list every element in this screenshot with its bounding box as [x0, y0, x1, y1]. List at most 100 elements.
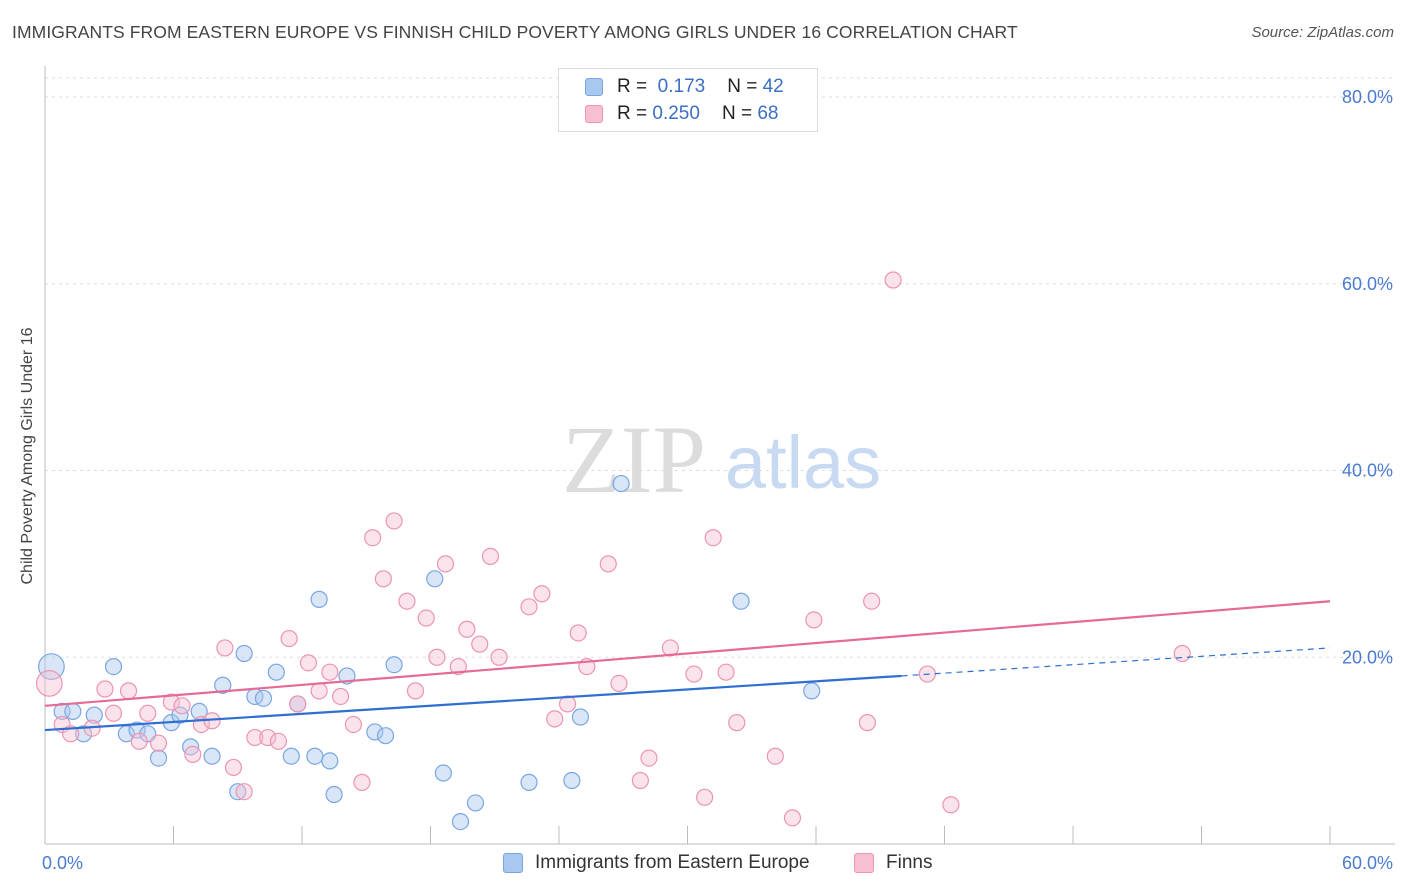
point-finns	[1173, 644, 1191, 663]
trend-line-eastern-europe	[44, 674, 902, 732]
point-finns	[398, 592, 416, 610]
point-finns	[104, 704, 123, 722]
grid-lines	[45, 77, 1395, 658]
point-eastern-europe	[74, 725, 93, 743]
legend-label: Immigrants from Eastern Europe	[535, 852, 810, 873]
point-eastern-europe	[310, 590, 328, 608]
point-finns	[696, 788, 714, 806]
legend-item-eastern-europe: Immigrants from Eastern Europe	[503, 852, 810, 874]
point-eastern-europe	[434, 764, 452, 782]
point-eastern-europe	[376, 727, 395, 745]
point-finns	[490, 648, 508, 666]
point-finns	[428, 648, 446, 666]
trend-line-eastern-europe-extension	[901, 647, 1331, 677]
point-finns	[364, 529, 382, 547]
point-eastern-europe	[203, 747, 221, 765]
point-finns	[717, 663, 735, 681]
point-eastern-europe	[563, 771, 581, 790]
point-finns	[599, 555, 617, 573]
point-finns	[216, 639, 234, 657]
point-finns	[766, 747, 784, 765]
legend-n-label: N =	[727, 76, 758, 97]
point-eastern-europe	[426, 570, 444, 588]
point-finns	[884, 271, 902, 289]
point-finns	[406, 682, 425, 700]
point-finns	[546, 710, 564, 728]
series-legend: Immigrants from Eastern Europe Finns	[0, 852, 1406, 878]
legend-r-value: 0.173	[657, 76, 706, 97]
legend-n-value: 42	[762, 76, 784, 97]
point-eastern-europe	[282, 747, 300, 765]
legend-item-finns: Finns	[854, 852, 932, 874]
point-eastern-europe	[321, 752, 339, 770]
point-finns	[704, 529, 722, 547]
point-eastern-europe	[803, 682, 821, 700]
point-finns	[569, 624, 587, 642]
point-eastern-europe	[612, 474, 630, 493]
point-eastern-europe	[38, 653, 65, 680]
point-finns	[149, 734, 168, 752]
legend-r-label: R =	[617, 76, 648, 97]
point-finns	[858, 714, 877, 732]
trend-line-finns	[44, 600, 1331, 707]
point-finns	[805, 611, 823, 629]
point-eastern-europe	[466, 794, 485, 812]
point-eastern-europe	[366, 723, 384, 741]
point-eastern-europe	[229, 783, 247, 801]
point-finns	[458, 620, 476, 638]
point-finns	[520, 598, 538, 616]
point-finns	[558, 695, 577, 713]
data-points	[35, 271, 1191, 831]
point-eastern-europe	[85, 706, 103, 724]
trend-lines	[44, 600, 1331, 732]
legend-swatch-blue	[503, 853, 523, 873]
point-finns	[942, 796, 960, 814]
point-finns	[640, 749, 658, 767]
point-finns	[610, 674, 628, 692]
point-finns	[62, 725, 80, 743]
y-tick-label: 20.0%	[1342, 647, 1393, 667]
point-finns	[184, 745, 202, 763]
x-tick-label: 0.0%	[42, 853, 83, 873]
point-finns	[417, 609, 435, 627]
point-finns	[374, 570, 392, 588]
point-eastern-europe	[149, 749, 168, 767]
point-finns	[259, 728, 277, 747]
point-finns	[631, 771, 649, 790]
point-eastern-europe	[64, 702, 82, 721]
correlation-legend: R = 0.173 N = 42 R = 0.250 N = 68	[558, 68, 818, 132]
point-finns	[310, 682, 328, 700]
legend-swatch-pink	[854, 853, 874, 873]
point-finns	[481, 547, 500, 566]
legend-n-value: 68	[757, 103, 779, 124]
point-finns	[280, 629, 298, 648]
point-finns	[436, 555, 455, 573]
legend-n-label: N =	[721, 103, 753, 124]
legend-swatch-blue	[585, 78, 603, 96]
point-finns	[449, 657, 467, 676]
point-eastern-europe	[732, 592, 750, 610]
axes	[44, 66, 1395, 845]
point-eastern-europe	[325, 785, 343, 804]
point-finns	[783, 809, 802, 827]
tick-labels: 20.0% 40.0% 60.0% 80.0% 0.0% 60.0%	[42, 87, 1393, 873]
point-finns	[119, 682, 138, 700]
legend-r-label: R =	[617, 103, 648, 124]
point-finns	[235, 783, 253, 801]
point-finns	[685, 665, 703, 683]
y-tick-label: 80.0%	[1342, 87, 1393, 107]
point-finns	[299, 654, 318, 672]
point-finns	[728, 714, 746, 732]
y-tick-label: 60.0%	[1342, 274, 1393, 294]
point-eastern-europe	[451, 812, 470, 831]
point-eastern-europe	[520, 773, 538, 791]
chart-title: IMMIGRANTS FROM EASTERN EUROPE VS FINNIS…	[12, 22, 1018, 42]
point-eastern-europe	[267, 663, 285, 681]
point-eastern-europe	[104, 657, 123, 676]
point-finns	[173, 697, 191, 715]
point-finns	[130, 732, 148, 750]
y-tick-label: 40.0%	[1342, 461, 1393, 481]
point-finns	[224, 758, 243, 777]
point-finns	[139, 704, 157, 722]
point-finns	[353, 773, 371, 791]
